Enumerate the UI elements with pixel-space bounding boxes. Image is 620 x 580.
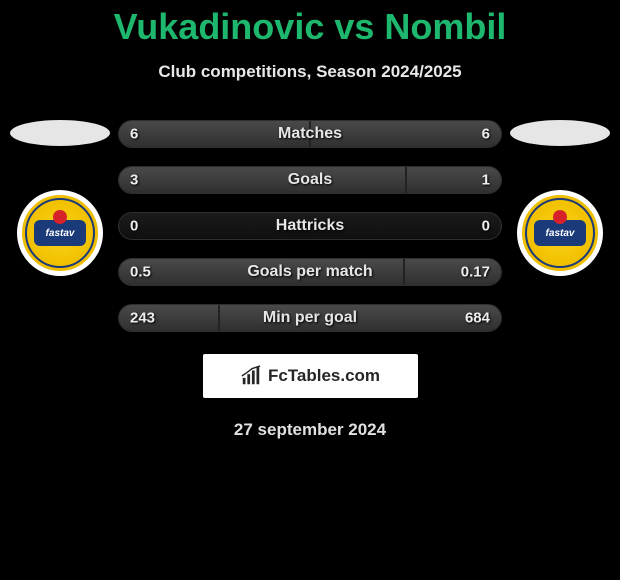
- bar-label: Matches: [278, 125, 342, 143]
- bar-label: Hattricks: [276, 217, 344, 235]
- stat-bar: 3 1 Goals: [118, 166, 502, 194]
- bar-fill-right: [500, 213, 501, 239]
- bar-value-right: 0: [482, 218, 490, 235]
- bar-value-right: 0.17: [461, 264, 490, 281]
- bar-fill-right: [219, 305, 501, 331]
- bar-label: Goals per match: [247, 263, 372, 281]
- right-club-label: fastav: [546, 228, 575, 239]
- bar-fill-left: [119, 167, 406, 193]
- left-club-badge: fastav: [17, 190, 103, 276]
- bar-value-left: 3: [130, 172, 138, 189]
- stat-bar: 0.5 0.17 Goals per match: [118, 258, 502, 286]
- stat-bar: 6 6 Matches: [118, 120, 502, 148]
- left-player-photo: [10, 120, 110, 146]
- date-line: 27 september 2024: [0, 420, 620, 440]
- stat-bar: 243 684 Min per goal: [118, 304, 502, 332]
- bar-label: Min per goal: [263, 309, 357, 327]
- page-title: Vukadinovic vs Nombil: [0, 0, 620, 48]
- bar-value-right: 684: [465, 310, 490, 327]
- left-club-label: fastav: [46, 228, 75, 239]
- bar-value-left: 243: [130, 310, 155, 327]
- bar-label: Goals: [288, 171, 332, 189]
- comparison-row: fastav 6 6 Matches 3 1 Goals 0 0 Hattricks 0.5 0.1…: [0, 120, 620, 332]
- brand-badge: FcTables.com: [203, 354, 418, 398]
- right-player-col: fastav: [510, 120, 610, 276]
- chart-icon: [240, 365, 262, 387]
- stat-bar: 0 0 Hattricks: [118, 212, 502, 240]
- bar-value-right: 6: [482, 126, 490, 143]
- subtitle: Club competitions, Season 2024/2025: [0, 62, 620, 82]
- bar-fill-left: [119, 213, 120, 239]
- brand-text: FcTables.com: [268, 366, 380, 386]
- left-club-name: fastav: [34, 220, 86, 246]
- bar-value-left: 0.5: [130, 264, 151, 281]
- bar-value-left: 6: [130, 126, 138, 143]
- bar-value-left: 0: [130, 218, 138, 235]
- left-player-col: fastav: [10, 120, 110, 276]
- right-player-photo: [510, 120, 610, 146]
- bar-value-right: 1: [482, 172, 490, 189]
- right-club-name: fastav: [534, 220, 586, 246]
- right-club-badge: fastav: [517, 190, 603, 276]
- stat-bars: 6 6 Matches 3 1 Goals 0 0 Hattricks 0.5 0.17 Goals …: [110, 120, 510, 332]
